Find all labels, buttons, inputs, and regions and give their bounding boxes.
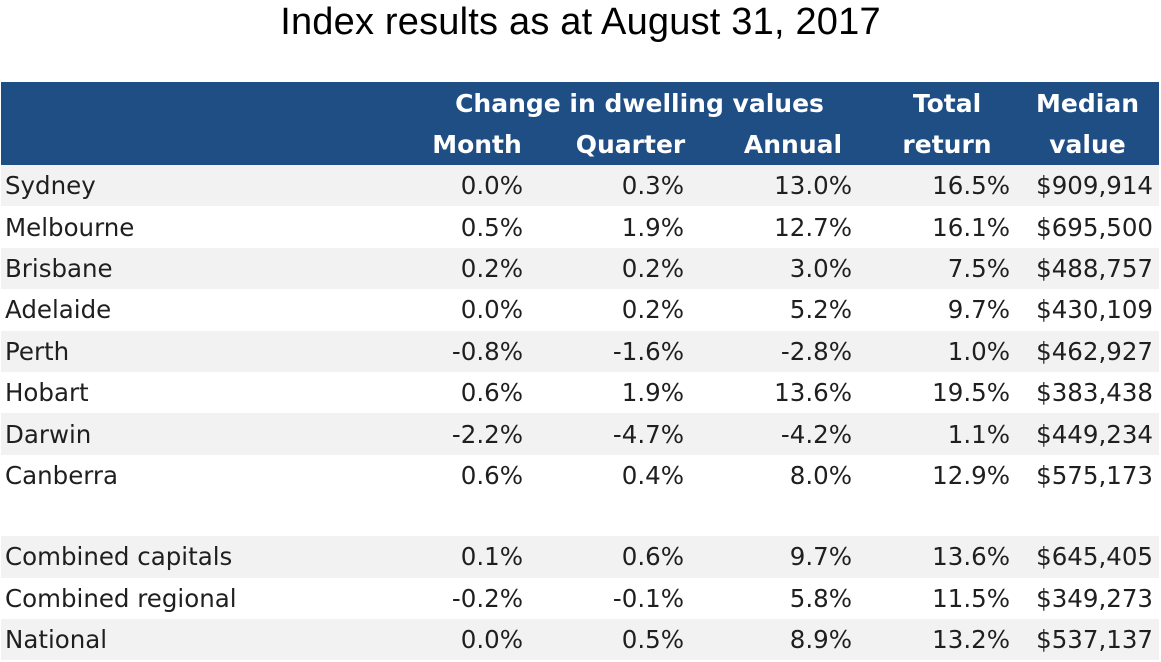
cell-quarter: -1.6% — [612, 336, 684, 366]
cell-region: Combined capitals — [5, 542, 233, 572]
cell-region: Perth — [5, 336, 70, 366]
cell-quarter: 0.2% — [621, 253, 684, 283]
cell-month: 0.5% — [460, 212, 523, 242]
header-group-change: Change in dwelling values — [455, 88, 824, 118]
table-row: Darwin -2.2% -4.7% -4.2% 1.1% $449,234 — [1, 413, 1160, 455]
cell-median-value: $449,234 — [1036, 419, 1154, 449]
cell-total-return: 16.5% — [932, 171, 1011, 201]
cell-annual: 13.0% — [774, 171, 853, 201]
cell-region: Hobart — [5, 378, 89, 408]
cell-quarter: 0.6% — [621, 542, 684, 572]
cell-median-value: $488,757 — [1036, 253, 1154, 283]
cell-total-return: 12.9% — [932, 460, 1011, 490]
cell-quarter: 0.5% — [621, 625, 684, 655]
cell-annual: 12.7% — [774, 212, 853, 242]
cell-month: 0.0% — [460, 171, 523, 201]
table-row: Brisbane 0.2% 0.2% 3.0% 7.5% $488,757 — [1, 247, 1160, 290]
cell-quarter: 1.9% — [621, 378, 684, 408]
table-row: Sydney 0.0% 0.3% 13.0% 16.5% $909,914 — [1, 165, 1160, 207]
cell-region: Darwin — [5, 419, 92, 449]
cell-region: Melbourne — [5, 212, 135, 242]
cell-month: 0.2% — [460, 253, 523, 283]
cell-total-return: 1.1% — [947, 419, 1011, 449]
cell-total-return: 11.5% — [932, 583, 1011, 613]
table-row: Hobart 0.6% 1.9% 13.6% 19.5% $383,438 — [1, 371, 1160, 414]
header-total-line2: return — [902, 130, 992, 159]
table-row: Adelaide 0.0% 0.2% 5.2% 9.7% $430,109 — [1, 289, 1160, 331]
spacer-row — [1, 496, 1160, 537]
cell-annual: 13.6% — [774, 378, 853, 408]
page-title: Index results as at August 31, 2017 — [280, 1, 881, 43]
cell-total-return: 16.1% — [932, 212, 1011, 242]
cell-annual: 8.0% — [789, 460, 853, 490]
table-row: Perth -0.8% -1.6% -2.8% 1.0% $462,927 — [1, 330, 1160, 372]
cell-annual: 8.9% — [789, 625, 853, 655]
cell-quarter: -0.1% — [612, 583, 684, 613]
header-blank-2 — [1, 124, 401, 165]
cell-quarter: -4.7% — [612, 419, 684, 449]
cell-month: 0.1% — [460, 542, 523, 572]
spacer-cell — [1, 496, 1159, 536]
header-blank — [1, 82, 401, 124]
cell-median-value: $383,438 — [1036, 378, 1154, 408]
cell-median-value: $645,405 — [1036, 542, 1154, 572]
cell-annual: 3.0% — [789, 253, 853, 283]
cell-median-value: $537,137 — [1036, 625, 1154, 655]
table-header: Change in dwelling values Total Median M… — [1, 82, 1160, 165]
cell-total-return: 9.7% — [947, 295, 1011, 325]
cell-month: 0.6% — [460, 378, 523, 408]
header-row-top: Change in dwelling values Total Median — [1, 82, 1160, 124]
cell-annual: -4.2% — [780, 419, 853, 449]
cell-month: 0.0% — [460, 295, 523, 325]
cell-region: Combined regional — [5, 583, 237, 613]
cell-total-return: 13.6% — [932, 542, 1011, 572]
header-month: Month — [432, 130, 522, 159]
header-quarter: Quarter — [575, 130, 686, 159]
cell-median-value: $695,500 — [1036, 212, 1154, 242]
cell-month: -0.2% — [451, 583, 523, 613]
table-row: National 0.0% 0.5% 8.9% 13.2% $537,137 — [1, 618, 1160, 661]
cell-annual: 5.8% — [789, 583, 853, 613]
cell-month: 0.6% — [460, 460, 523, 490]
cell-quarter: 0.3% — [621, 171, 684, 201]
table-body: Sydney 0.0% 0.3% 13.0% 16.5% $909,914 Melbourn… — [1, 165, 1160, 661]
cell-median-value: $909,914 — [1036, 171, 1154, 201]
table-row: Combined regional -0.2% -0.1% 5.8% 11.5% $349… — [1, 577, 1160, 619]
cell-region: Sydney — [5, 171, 96, 201]
cell-quarter: 0.4% — [621, 460, 684, 490]
cell-month: -2.2% — [451, 419, 523, 449]
cell-region: Adelaide — [5, 295, 112, 325]
cell-total-return: 19.5% — [932, 378, 1011, 408]
cell-month: 0.0% — [460, 625, 523, 655]
header-annual: Annual — [743, 130, 843, 159]
table-row: Combined capitals 0.1% 0.6% 9.7% 13.6% $645,4… — [1, 536, 1160, 578]
header-median-line2: value — [1049, 130, 1126, 159]
cell-annual: -2.8% — [780, 336, 853, 366]
cell-region: National — [5, 625, 108, 655]
cell-region: Canberra — [5, 460, 119, 490]
index-results-table: Change in dwelling values Total Median M… — [1, 82, 1160, 661]
cell-region: Brisbane — [5, 253, 113, 283]
cell-quarter: 0.2% — [621, 295, 684, 325]
cell-median-value: $575,173 — [1036, 460, 1154, 490]
table-row: Melbourne 0.5% 1.9% 12.7% 16.1% $695,500 — [1, 206, 1160, 248]
cell-median-value: $462,927 — [1036, 336, 1154, 366]
cell-annual: 9.7% — [789, 542, 853, 572]
cell-total-return: 13.2% — [932, 625, 1011, 655]
cell-annual: 5.2% — [789, 295, 853, 325]
header-median-line1: Median — [1036, 88, 1139, 118]
cell-total-return: 7.5% — [947, 253, 1011, 283]
table-row: Canberra 0.6% 0.4% 8.0% 12.9% $575,173 — [1, 454, 1160, 497]
cell-quarter: 1.9% — [621, 212, 684, 242]
header-row-bottom: Month Quarter Annual return value — [1, 124, 1160, 165]
cell-month: -0.8% — [451, 336, 523, 366]
cell-median-value: $430,109 — [1036, 295, 1154, 325]
cell-median-value: $349,273 — [1036, 583, 1154, 613]
cell-total-return: 1.0% — [947, 336, 1011, 366]
header-total-line1: Total — [912, 88, 982, 118]
